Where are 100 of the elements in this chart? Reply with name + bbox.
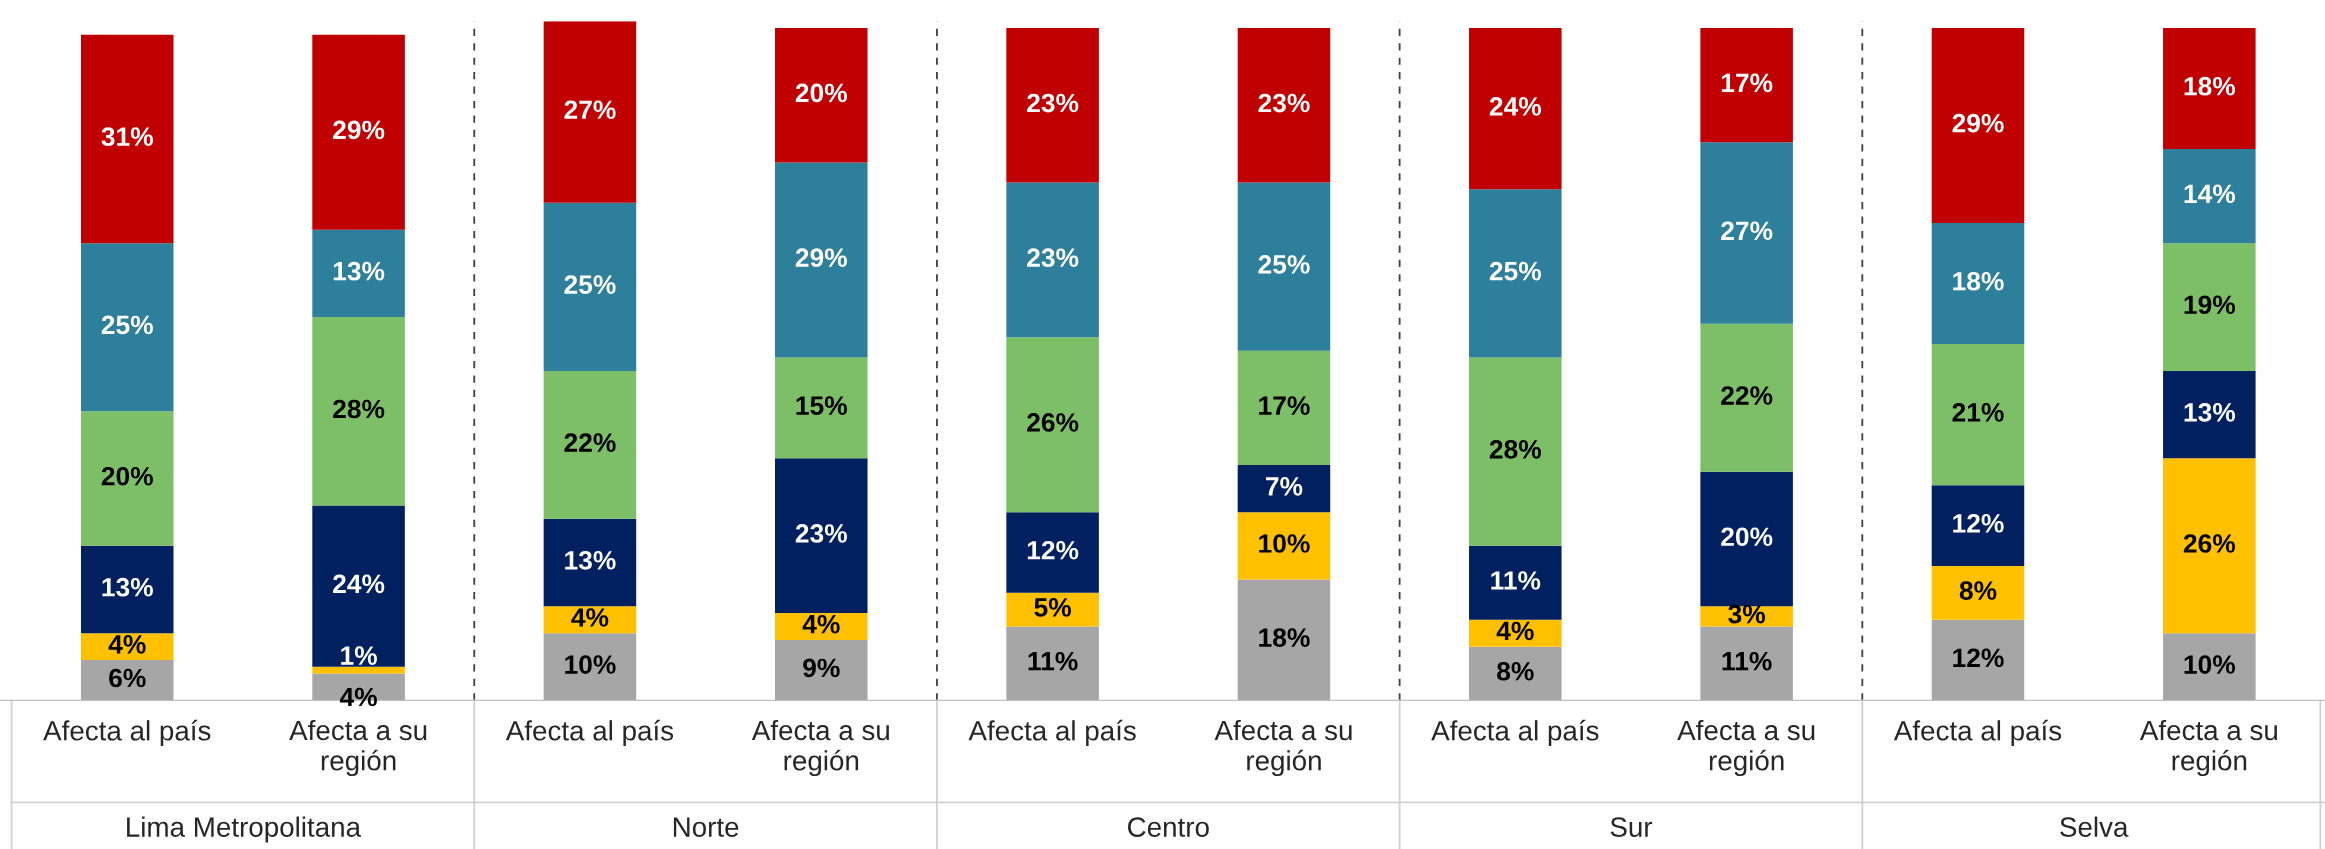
bar: [1931, 565, 2025, 620]
data-label: 13%: [102, 577, 153, 597]
data-label: 12%: [1953, 648, 2004, 668]
bar: [1006, 337, 1099, 513]
bar: [1006, 182, 1099, 338]
data-label: 20%: [101, 466, 153, 486]
bar: [1006, 512, 1099, 593]
data-label: 4%: [1496, 621, 1534, 641]
data-label: 18%: [2184, 76, 2236, 96]
bar: [312, 34, 405, 230]
data-label: 4%: [802, 614, 840, 634]
data-label: 22%: [564, 433, 616, 452]
data-label: 25%: [564, 275, 616, 294]
x-tick-label: Afecta al país: [505, 719, 674, 747]
data-label: 9%: [803, 658, 840, 678]
bar: [775, 27, 868, 163]
bar: [1931, 344, 2025, 486]
data-label: 18%: [1259, 628, 1310, 647]
bar: [2163, 633, 2256, 701]
data-label: 24%: [333, 574, 385, 594]
data-label: 8%: [1497, 661, 1534, 681]
data-label: 28%: [1489, 440, 1542, 459]
bar: [312, 505, 405, 667]
x-tick-label: Afecta a su región: [1214, 719, 1352, 777]
bar: [1931, 27, 2025, 223]
bar: [80, 34, 174, 244]
bar: [1469, 357, 1562, 546]
bar: [1237, 465, 1331, 513]
text: Sur: [1610, 817, 1653, 837]
text: Lima Metropolitana: [127, 816, 362, 843]
data-label: 29%: [1952, 113, 2004, 133]
data-label: 23%: [1258, 93, 1310, 113]
text: Selva: [2060, 816, 2129, 837]
bar: [543, 21, 637, 203]
data-label: 3%: [1728, 604, 1766, 624]
bar: [1237, 350, 1331, 466]
x-tick-label: Afecta a su región: [1677, 719, 1815, 777]
data-label: 18%: [1953, 271, 2004, 291]
data-label: 13%: [565, 550, 616, 570]
data-label: 13%: [2184, 403, 2236, 422]
data-label: 12%: [1027, 540, 1079, 560]
bar: [80, 243, 174, 412]
bar: [80, 660, 174, 701]
data-label: 27%: [564, 100, 616, 120]
data-label: 25%: [1489, 261, 1542, 281]
data-label: 25%: [1258, 255, 1310, 274]
bar: [1469, 619, 1562, 647]
data-label: 12%: [1953, 513, 2004, 533]
data-label: 26%: [1027, 413, 1079, 432]
bar: [80, 545, 174, 634]
bar: [1237, 27, 1331, 183]
bar: [1469, 646, 1562, 701]
bar: [2163, 370, 2256, 459]
x-tick-label: Afecta a su región: [751, 719, 889, 777]
data-label: 10%: [1259, 534, 1310, 553]
x-tick-label: Afecta a su región: [289, 719, 427, 777]
bar: [543, 633, 637, 701]
x-tick-label: Afecta a su región: [2139, 719, 2277, 777]
data-label: 26%: [2183, 534, 2236, 553]
data-label: 13%: [333, 261, 385, 281]
bar: [312, 666, 405, 674]
data-label: 7%: [1266, 477, 1303, 496]
x-tick-label: Afecta al país: [968, 719, 1136, 747]
data-label: 28%: [333, 399, 385, 419]
bar: [312, 229, 405, 318]
data-label: 23%: [1027, 93, 1079, 113]
bar: [1237, 579, 1331, 701]
data-label: 23%: [1027, 248, 1079, 268]
bar: [1237, 182, 1331, 351]
bar: [543, 370, 637, 519]
bar: [543, 518, 637, 607]
bar: [775, 162, 868, 358]
data-label: 20%: [795, 83, 847, 103]
bar: [2163, 27, 2256, 149]
data-label: 31%: [101, 127, 153, 147]
bar: [1931, 222, 2025, 345]
text: Centro: [1128, 817, 1209, 837]
data-label: 27%: [1721, 221, 1773, 241]
data-label: 17%: [1721, 73, 1773, 93]
bar: [1931, 619, 2025, 701]
data-label: 14%: [2184, 184, 2236, 204]
bar: [1469, 189, 1562, 358]
data-label: 11%: [1028, 651, 1078, 671]
bar: [1006, 27, 1099, 183]
data-label: 11%: [1722, 651, 1772, 671]
data-label: 21%: [1952, 403, 2004, 422]
bar: [1469, 27, 1562, 190]
data-label: 1%: [341, 646, 377, 665]
bar: [1469, 545, 1562, 620]
bar: [775, 458, 868, 613]
bar: [1237, 512, 1331, 580]
bar: [1700, 323, 1793, 472]
bar: [1931, 485, 2025, 566]
data-label: 24%: [1489, 97, 1542, 116]
x-tick-label: Afecta al país: [1893, 719, 2062, 747]
data-label: 20%: [1721, 527, 1773, 547]
bar: [1700, 27, 1793, 143]
data-label: 29%: [333, 120, 385, 140]
data-label: 4%: [571, 608, 609, 627]
data-label: 25%: [101, 315, 153, 335]
